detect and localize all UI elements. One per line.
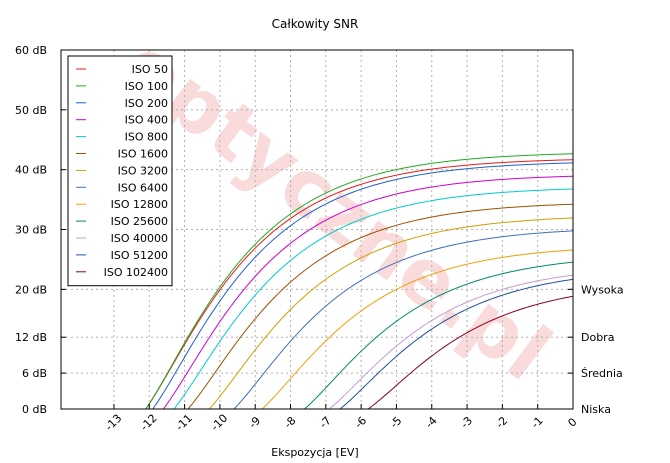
x-tick-label: -7 [317,414,334,431]
series-line-iso-102400 [367,295,574,410]
x-tick-label: -6 [352,414,369,431]
legend-label: ISO 1600 [118,148,168,161]
y-tick-label: 6 dB [22,367,47,380]
series-line-iso-40000 [329,274,574,410]
legend-label: ISO 200 [125,97,168,110]
x-tick-label: -2 [493,414,510,431]
x-axis-label: Ekspozycja [EV] [271,446,358,459]
x-tick-label: -13 [103,412,125,434]
legend-label: ISO 51200 [111,249,168,262]
series-line-iso-6400 [233,230,574,410]
series-line-iso-800 [173,188,574,410]
series-line-iso-51200 [339,278,574,410]
legend-label: ISO 6400 [118,181,168,194]
y-tick-label: 60 dB [15,44,47,57]
legend-label: ISO 12800 [111,198,168,211]
quality-label: Średnia [581,367,623,380]
chart-title: Całkowity SNR [272,17,359,31]
x-tick-label: 0 [565,415,579,429]
series-line-iso-200 [152,162,574,410]
x-tick-label: -1 [529,414,546,431]
y-tick-label: 20 dB [15,283,47,296]
x-tick-label: -5 [387,414,404,431]
x-tick-label: -8 [282,414,299,431]
legend-label: ISO 3200 [118,164,168,177]
x-tick-label: -9 [246,414,263,431]
x-tick-label: -3 [458,414,475,431]
y-tick-label: 30 dB [15,224,47,237]
watermark-text: optyczne.pl [105,20,566,399]
y-tick-label: 40 dB [15,164,47,177]
series-line-iso-100 [145,153,574,410]
x-tick-label: -10 [208,412,230,434]
series-line-iso-400 [162,175,574,410]
y-tick-label: 0 dB [22,403,47,416]
y-tick-label: 50 dB [15,104,47,117]
x-tick-label: -11 [173,412,195,434]
legend-label: ISO 40000 [111,232,168,245]
legend-label: ISO 102400 [104,266,168,279]
quality-label: Wysoka [581,283,624,296]
x-tick-label: -12 [138,412,160,434]
legend-label: ISO 50 [132,63,168,76]
series-line-iso-50 [145,159,574,410]
series-layer [145,153,574,410]
y-tick-label: 12 dB [15,331,47,344]
legend-label: ISO 400 [125,114,168,127]
quality-label: Niska [581,403,611,416]
series-line-iso-12800 [261,249,574,410]
watermark-layer: optyczne.pl [105,20,566,399]
series-line-iso-25600 [304,261,574,410]
x-tick-label: -4 [423,414,440,431]
series-line-iso-3200 [208,217,574,410]
legend-label: ISO 800 [125,131,168,144]
legend-label: ISO 100 [125,80,168,93]
legend-label: ISO 25600 [111,215,168,228]
quality-label: Dobra [581,331,614,344]
series-line-iso-1600 [187,203,574,410]
legend: ISO 50 ISO 100 ISO 200 ISO 400 ISO 800 ISO 16… [67,55,173,287]
